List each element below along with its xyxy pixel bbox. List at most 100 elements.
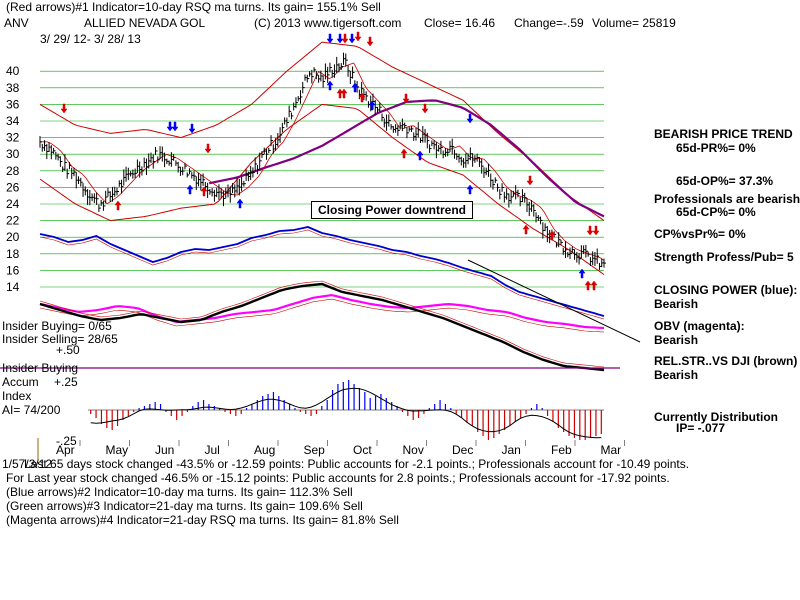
buy-arrow bbox=[584, 280, 592, 291]
sell-arrow bbox=[592, 225, 600, 236]
buy-arrow bbox=[358, 92, 366, 103]
bearish-price-trend: BEARISH PRICE TREND bbox=[654, 127, 793, 141]
sell-arrow bbox=[60, 103, 68, 114]
footer-green-arrows: (Green arrows)#3 Indicator=21-day ma tur… bbox=[6, 499, 363, 513]
sell-arrow bbox=[586, 225, 594, 236]
distribution-status: Currently Distribution bbox=[654, 410, 779, 424]
sell-arrow bbox=[336, 33, 344, 44]
relstr-label: REL.STR..VS DJI (brown) bbox=[654, 354, 798, 368]
x-tick-label-jul: Jul bbox=[205, 443, 220, 457]
close-value: Close= 16.46 bbox=[424, 16, 496, 30]
buy-arrow bbox=[466, 184, 474, 195]
volume-value: Volume= 25819 bbox=[592, 16, 676, 30]
y-tick-label-34: 34 bbox=[6, 114, 20, 128]
x-tick-label-apr: Apr bbox=[56, 443, 75, 457]
change-value: Change=-.59 bbox=[514, 16, 584, 30]
footer-overlap-date: 1/57/3/12 bbox=[2, 457, 53, 471]
x-tick-label-mar: Mar bbox=[601, 443, 622, 457]
accum-label: Accum bbox=[2, 375, 39, 389]
pr-percent: 65d-PR%= 0% bbox=[676, 141, 756, 155]
x-tick-label-sep: Sep bbox=[304, 443, 326, 457]
sell-arrow bbox=[466, 113, 474, 124]
accum-histogram bbox=[90, 380, 602, 440]
x-tick-label-jun: Jun bbox=[155, 443, 174, 457]
relstr-ma bbox=[39, 280, 605, 368]
buy-arrow bbox=[340, 88, 348, 99]
y-tick-label-20: 20 bbox=[6, 230, 20, 244]
closing-power-annotation: Closing Power downtrend bbox=[311, 201, 474, 219]
y-tick-label-30: 30 bbox=[6, 147, 20, 161]
lower-band-line bbox=[39, 103, 605, 276]
buy-arrow bbox=[400, 148, 408, 159]
obv-line bbox=[39, 293, 605, 330]
cp-vs-pr: CP%vsPr%= 0% bbox=[654, 227, 746, 241]
accum-plus25: +.25 bbox=[54, 375, 78, 389]
sell-arrow bbox=[421, 103, 429, 114]
sell-arrow bbox=[326, 33, 334, 44]
ip-value: IP= -.077 bbox=[676, 421, 726, 435]
obv-label: OBV (magenta): bbox=[654, 319, 745, 333]
buy-arrow bbox=[186, 184, 194, 195]
op-percent: 65d-OP%= 37.3% bbox=[676, 174, 774, 188]
x-tick-label-dec: Dec bbox=[452, 443, 473, 457]
buy-arrow bbox=[200, 186, 208, 197]
y-tick-label-32: 32 bbox=[6, 131, 20, 145]
buy-arrow bbox=[548, 230, 556, 241]
date-range: 3/ 29/ 12- 3/ 28/ 13 bbox=[40, 32, 141, 46]
buy-arrow bbox=[368, 100, 376, 111]
insider-selling-ratio: Insider Selling= 28/65 bbox=[2, 332, 118, 346]
y-tick-label-40: 40 bbox=[6, 64, 20, 78]
company-name: ALLIED NEVADA GOL bbox=[84, 16, 206, 30]
cp-percent: 65d-CP%= 0% bbox=[676, 205, 756, 219]
buy-arrow bbox=[236, 198, 244, 209]
sell-arrow bbox=[348, 33, 356, 44]
sell-arrow bbox=[166, 121, 174, 132]
professionals-status: Professionals are bearish bbox=[654, 192, 800, 206]
header-line1: (Red arrows)#1 Indicator=10-day RSQ ma t… bbox=[6, 0, 381, 14]
buy-arrow bbox=[114, 200, 122, 211]
sell-arrow bbox=[402, 93, 410, 104]
buy-arrow bbox=[578, 268, 586, 279]
y-tick-label-28: 28 bbox=[6, 164, 20, 178]
closing-power-label: CLOSING POWER (blue): bbox=[654, 283, 798, 297]
closing-power-ma bbox=[39, 229, 605, 320]
y-tick-label-26: 26 bbox=[6, 180, 20, 194]
buy-arrow bbox=[336, 88, 344, 99]
y-tick-label-38: 38 bbox=[6, 81, 20, 95]
y-tick-label-18: 18 bbox=[6, 247, 20, 261]
footer-line-65days: Last 65 days stock changed -43.5% or -12… bbox=[24, 457, 690, 471]
closing-power-line bbox=[39, 226, 605, 317]
accum-minus25: -.25 bbox=[56, 434, 77, 448]
closing-power-status: Bearish bbox=[654, 297, 699, 311]
accum-plus50: +.50 bbox=[56, 343, 80, 357]
upper-band-line bbox=[39, 41, 605, 222]
obv-ma bbox=[39, 298, 605, 333]
copyright: (C) 2013 www.tigersoft.com bbox=[254, 16, 402, 30]
x-tick-label-oct: Oct bbox=[353, 443, 372, 457]
ma21-line bbox=[40, 62, 605, 261]
strength-ratio: Strength Profess/Pub= 5 bbox=[654, 250, 794, 264]
sell-arrow bbox=[366, 36, 374, 47]
x-tick-label-aug: Aug bbox=[254, 443, 275, 457]
ai-value: AI= 74/200 bbox=[2, 403, 61, 417]
buy-arrow bbox=[416, 150, 424, 161]
buy-arrow bbox=[326, 80, 334, 91]
downtrend-line bbox=[467, 259, 641, 343]
ticker: ANV bbox=[4, 16, 29, 30]
ma200-line bbox=[208, 99, 605, 218]
buy-arrow bbox=[351, 82, 359, 93]
footer-blue-arrows: (Blue arrows)#2 Indicator=10-day ma turn… bbox=[6, 485, 353, 499]
x-tick-label-feb: Feb bbox=[551, 443, 572, 457]
sell-arrow bbox=[341, 33, 349, 44]
footer-magenta-arrows: (Magenta arrows)#4 Indicator=21-day RSQ … bbox=[6, 513, 399, 527]
accum-ma-line bbox=[90, 387, 602, 439]
index-label: Index bbox=[2, 389, 32, 403]
sell-arrow bbox=[354, 31, 362, 42]
y-tick-label-16: 16 bbox=[6, 263, 20, 277]
insider-buying-label: Insider Buying bbox=[2, 361, 79, 375]
buy-arrow bbox=[590, 280, 598, 291]
footer-line-year: For Last year stock changed -46.5% or -1… bbox=[6, 471, 670, 485]
buy-arrow bbox=[522, 224, 530, 235]
